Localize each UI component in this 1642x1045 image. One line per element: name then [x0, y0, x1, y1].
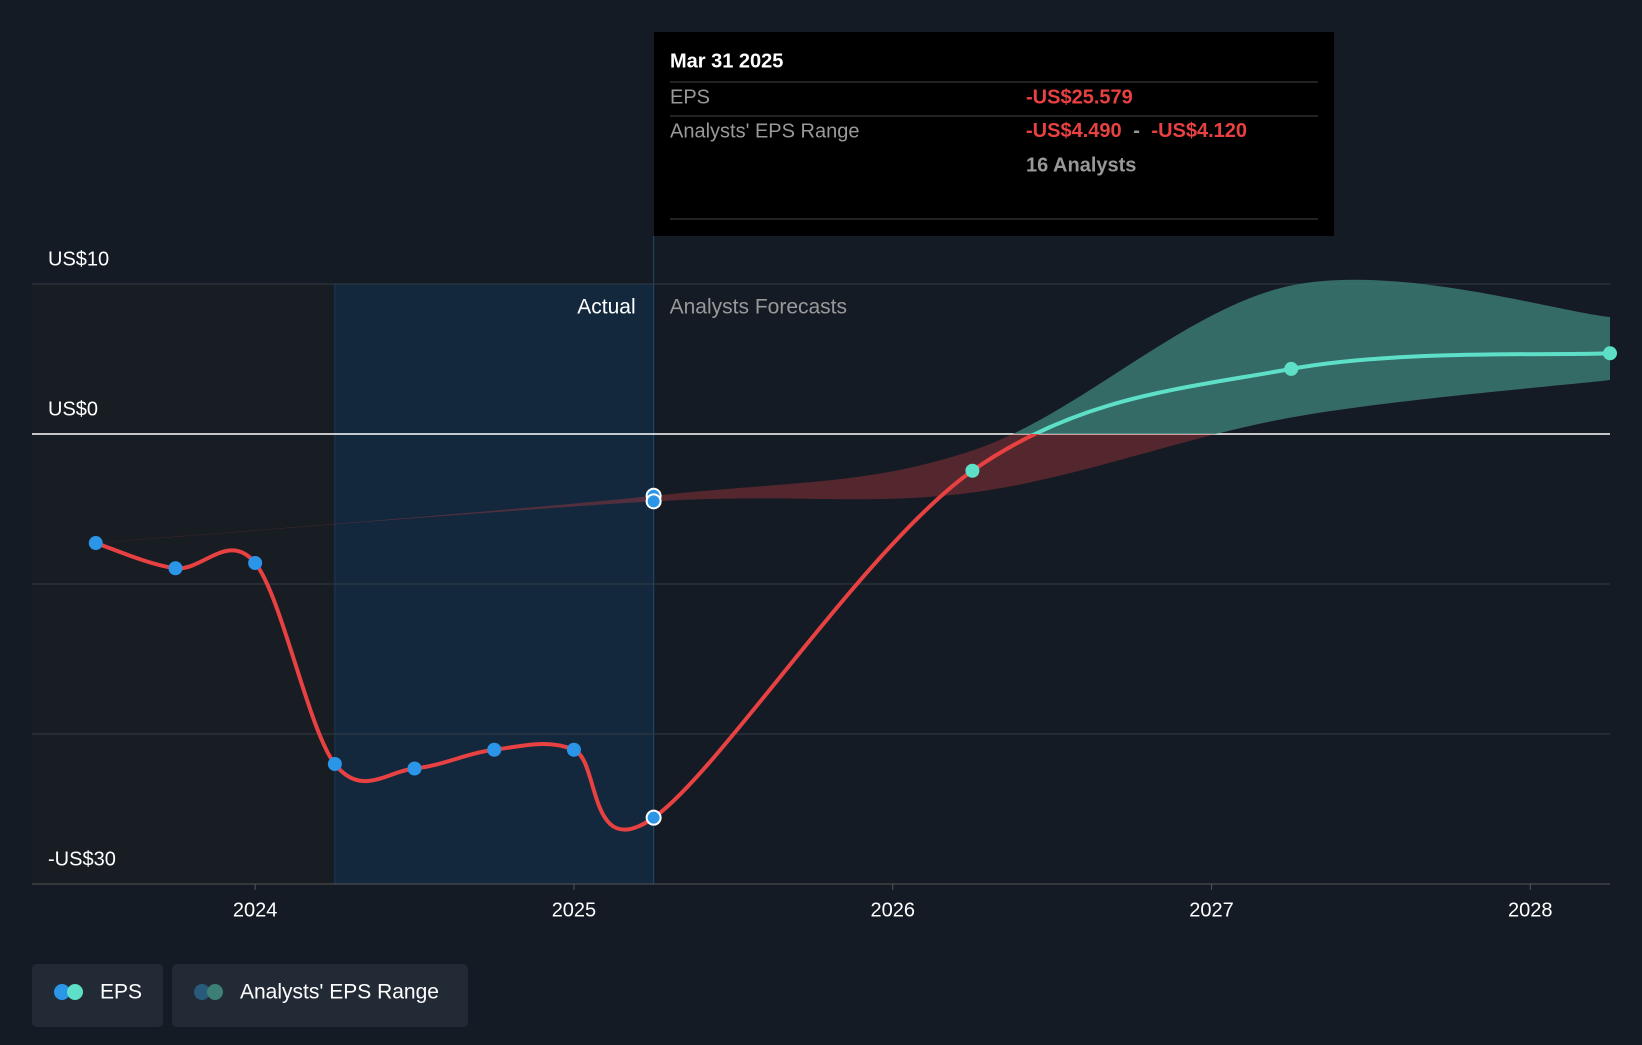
eps-point — [248, 556, 263, 570]
tooltip-label: EPS — [670, 86, 710, 108]
eps-line — [1030, 351, 1611, 434]
legend-item[interactable] — [172, 964, 468, 1027]
eps-point — [566, 742, 581, 757]
y-tick-label: US$10 — [48, 248, 109, 270]
tooltip-range: -US$4.490 - -US$4.120 — [1026, 120, 1247, 142]
tooltip-sep: - — [1133, 120, 1140, 142]
range-point — [645, 493, 662, 510]
legend-swatch — [194, 984, 210, 1000]
legend-label: EPS — [100, 981, 142, 1004]
legend-swatch — [67, 984, 83, 1000]
eps-point — [88, 536, 103, 551]
legend-item[interactable] — [32, 964, 163, 1027]
eps-point — [1603, 346, 1617, 361]
eps-point — [965, 463, 980, 478]
eps-point — [407, 761, 422, 776]
tooltip-date: Mar 31 2025 — [670, 50, 783, 72]
x-tick-label: 2028 — [1508, 899, 1553, 921]
eps-point — [645, 809, 662, 826]
forecast-label: Analysts Forecasts — [670, 296, 847, 319]
tooltip-value: -US$4.490 — [1026, 120, 1122, 142]
tooltip-analysts: 16 Analysts — [1026, 154, 1136, 176]
tooltip-label: Analysts' EPS Range — [670, 120, 859, 142]
x-tick-label: 2027 — [1189, 899, 1234, 921]
x-tick-label: 2024 — [233, 899, 278, 921]
tooltip — [654, 32, 1334, 236]
legend-swatch — [54, 984, 70, 1000]
actual-label: Actual — [577, 296, 635, 319]
y-tick-label: US$0 — [48, 398, 98, 420]
range-band — [1012, 279, 1610, 434]
tooltip-value: -US$25.579 — [1026, 86, 1133, 108]
range-band — [95, 434, 1217, 544]
eps-point — [487, 742, 502, 757]
x-tick-label: 2026 — [870, 899, 915, 921]
eps-point — [168, 561, 183, 576]
x-tick-label: 2025 — [552, 899, 597, 921]
eps-point — [327, 757, 342, 771]
tooltip-value: -US$4.120 — [1151, 120, 1247, 142]
legend-swatch — [207, 984, 223, 1000]
y-tick-label: -US$30 — [48, 848, 116, 870]
legend-label: Analysts' EPS Range — [240, 981, 439, 1004]
eps-point — [1284, 361, 1299, 376]
